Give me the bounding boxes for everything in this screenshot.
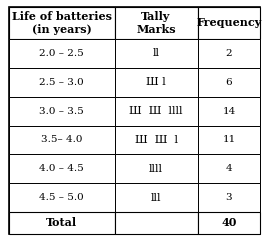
Text: Ш  Ш  l: Ш Ш l (134, 135, 178, 145)
Bar (9, 39, 115, 68)
Text: 6: 6 (226, 78, 232, 87)
Bar (197, 126, 260, 154)
Text: Ш l: Ш l (146, 77, 166, 87)
Text: 4.0 – 4.5: 4.0 – 4.5 (39, 164, 84, 173)
Bar (197, 183, 260, 212)
Bar (9, 7, 115, 39)
Text: 14: 14 (222, 106, 236, 116)
Text: Total: Total (46, 218, 77, 228)
Text: 2.0 – 2.5: 2.0 – 2.5 (39, 49, 84, 58)
Bar (197, 212, 260, 234)
Text: 3.5– 4.0: 3.5– 4.0 (41, 136, 82, 144)
Bar (115, 39, 197, 68)
Text: 11: 11 (222, 136, 236, 144)
Bar (197, 97, 260, 126)
Text: 2.5 – 3.0: 2.5 – 3.0 (39, 78, 84, 87)
Bar (9, 212, 115, 234)
Text: 2: 2 (226, 49, 232, 58)
Bar (9, 68, 115, 97)
Bar (197, 154, 260, 183)
Text: Life of batteries
(in years): Life of batteries (in years) (12, 11, 112, 35)
Text: 4.5 – 5.0: 4.5 – 5.0 (39, 193, 84, 202)
Bar (197, 68, 260, 97)
Text: 3: 3 (226, 193, 232, 202)
Text: ll: ll (153, 48, 160, 58)
Bar (9, 126, 115, 154)
Text: Frequency: Frequency (196, 17, 262, 29)
Bar (115, 7, 197, 39)
Bar (197, 39, 260, 68)
Bar (115, 126, 197, 154)
Text: 4: 4 (226, 164, 232, 173)
Bar (115, 68, 197, 97)
Bar (115, 212, 197, 234)
Text: 3.0 – 3.5: 3.0 – 3.5 (39, 106, 84, 116)
Bar (197, 7, 260, 39)
Text: Ш  Ш  llll: Ш Ш llll (129, 106, 183, 116)
Text: llll: llll (149, 164, 163, 174)
Bar (115, 97, 197, 126)
Bar (9, 97, 115, 126)
Text: 40: 40 (221, 218, 237, 228)
Bar (115, 183, 197, 212)
Text: lll: lll (151, 193, 161, 203)
Bar (115, 154, 197, 183)
Text: Tally
Marks: Tally Marks (136, 11, 176, 35)
Bar (9, 183, 115, 212)
Bar (9, 154, 115, 183)
